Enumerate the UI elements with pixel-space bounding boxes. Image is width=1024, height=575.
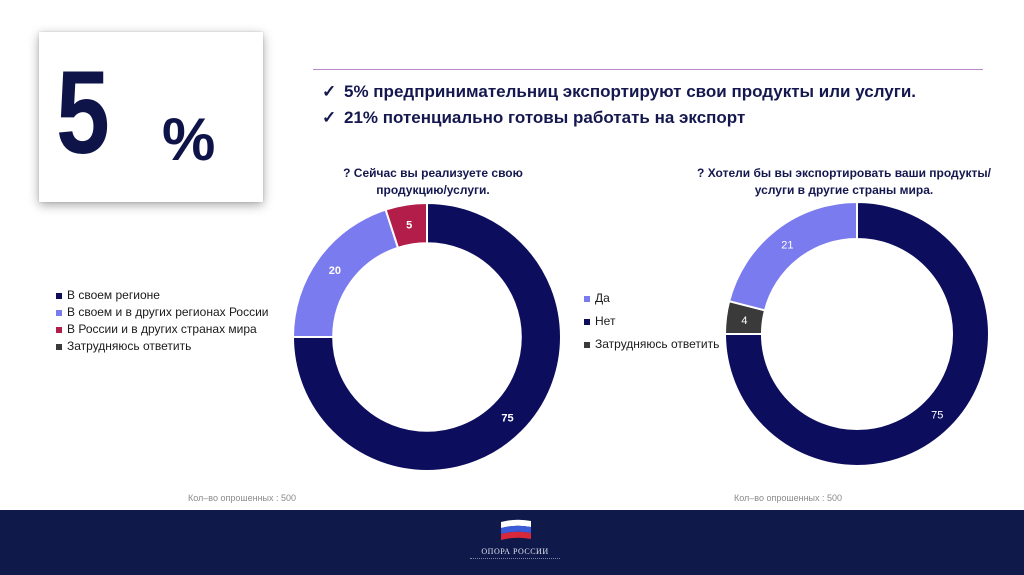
legend-swatch	[584, 341, 590, 348]
donut-data-label: 5	[406, 220, 412, 232]
chart2-legend-item: Да	[584, 290, 719, 307]
donut-slice	[384, 201, 428, 250]
chart1-legend: В своем регионе В своем и в других регио…	[56, 287, 269, 355]
legend-swatch	[56, 343, 62, 350]
footer-logo-subline	[470, 558, 560, 561]
legend-label: В своем и в других регионах России	[67, 305, 269, 319]
legend-swatch	[56, 292, 62, 299]
chart2-legend-item: Затрудняюсь ответить	[584, 336, 719, 353]
donut-slice	[291, 208, 400, 338]
chart2-sample-note: Кол–во опрошенных : 500	[734, 493, 843, 503]
legend-swatch	[56, 326, 62, 333]
donut-data-label: 75	[501, 413, 513, 425]
flag-logo-icon	[501, 519, 531, 540]
legend-swatch	[584, 318, 590, 325]
chart1-sample-note: Кол–во опрошенных : 500	[188, 493, 297, 503]
legend-label: Нет	[595, 314, 616, 328]
chart2-legend-item: Нет	[584, 313, 719, 330]
donut-data-label: 4	[741, 315, 747, 327]
chart2-legend: Да Нет Затрудняюсь ответить	[584, 290, 719, 353]
legend-label: В России и в других странах мира	[67, 322, 257, 336]
donut-slice	[723, 200, 990, 467]
checkmark-icon: ✓	[322, 108, 337, 127]
donut-data-label: 20	[329, 265, 341, 277]
legend-swatch	[56, 309, 62, 316]
footer-logo-text: ОПОРА РОССИИ	[481, 547, 549, 556]
donut-slice	[291, 201, 562, 472]
headline-item-2: ✓ 21% потенциально готовы работать на экс…	[322, 108, 745, 128]
donut-data-label: 21	[781, 239, 793, 251]
legend-label: В своем регионе	[67, 288, 160, 302]
chart2-donut: 75 4 21	[723, 200, 990, 467]
big-stat-number: 5	[56, 47, 110, 179]
big-stat-card	[39, 32, 263, 202]
big-stat-percent: %	[162, 106, 216, 173]
chart1-legend-item: Затрудняюсь ответить	[56, 338, 269, 355]
legend-swatch	[584, 295, 590, 302]
headline-text-2: 21% потенциально готовы работать на эксп…	[344, 108, 746, 127]
legend-label: Затрудняюсь ответить	[67, 339, 192, 353]
chart1-legend-item: В своем регионе	[56, 287, 269, 304]
chart1-legend-item: В своем и в других регионах России	[56, 304, 269, 321]
legend-label: Да	[595, 291, 610, 305]
headline-text-1: 5% предпринимательниц экспортируют свои …	[344, 82, 916, 101]
chart2-title: ? Хотели бы вы экспортировать ваши проду…	[697, 166, 991, 197]
donut-data-label: 75	[931, 409, 943, 421]
big-stat: 5%	[56, 54, 236, 172]
chart1-title: ? Сейчас вы реализуете свою продукцию/ус…	[343, 166, 523, 197]
donut-slice	[727, 200, 858, 312]
chart1-donut: 75 20 5	[291, 201, 562, 472]
checkmark-icon: ✓	[322, 82, 337, 101]
legend-label: Затрудняюсь ответить	[595, 337, 720, 351]
chart1-legend-item: В России и в других странах мира	[56, 321, 269, 338]
headline-item-1: ✓ 5% предпринимательниц экспортируют свои…	[322, 82, 916, 102]
header-divider	[313, 69, 983, 70]
